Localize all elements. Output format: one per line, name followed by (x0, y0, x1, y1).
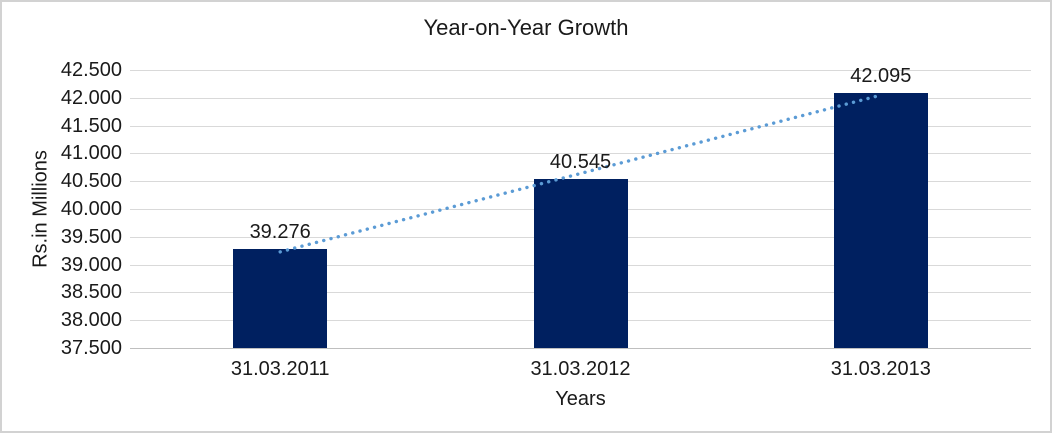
y-tick-label: 37.500 (60, 337, 122, 359)
trendline-dotted-line (278, 93, 883, 254)
x-axis-title: Years (555, 388, 606, 410)
bar (533, 178, 628, 348)
bar-data-label: 40.545 (549, 150, 612, 173)
bar-data-label: 42.095 (850, 64, 912, 87)
chart-title: Year-on-Year Growth (423, 15, 629, 40)
y-tick-label: 38.500 (60, 281, 122, 304)
gridline (130, 70, 1031, 71)
gridline (130, 153, 1031, 155)
trendline (278, 93, 883, 254)
x-tick-label: 31.03.2011 (230, 358, 330, 380)
x-tick-label: 31.03.2012 (530, 358, 631, 380)
gridline (130, 97, 1031, 99)
y-tick-label: 39.000 (60, 253, 122, 276)
bar (833, 92, 928, 348)
y-tick-label: 38.000 (60, 309, 122, 332)
bar-data-label: 39.276 (249, 221, 311, 244)
x-tick-label: 31.03.2013 (830, 358, 931, 380)
y-tick-label: 39.500 (60, 225, 122, 248)
y-tick-label: 42.500 (60, 59, 122, 81)
bar (233, 249, 328, 348)
y-tick-label: 42.000 (60, 86, 122, 109)
x-axis-line (130, 348, 1031, 349)
gridline (130, 125, 1031, 127)
plot-area (130, 70, 1031, 349)
y-tick-label: 40.500 (60, 170, 122, 193)
y-tick-label: 41.000 (60, 142, 122, 165)
y-tick-label: 41.500 (60, 114, 122, 137)
y-tick-label: 40.000 (60, 198, 122, 220)
